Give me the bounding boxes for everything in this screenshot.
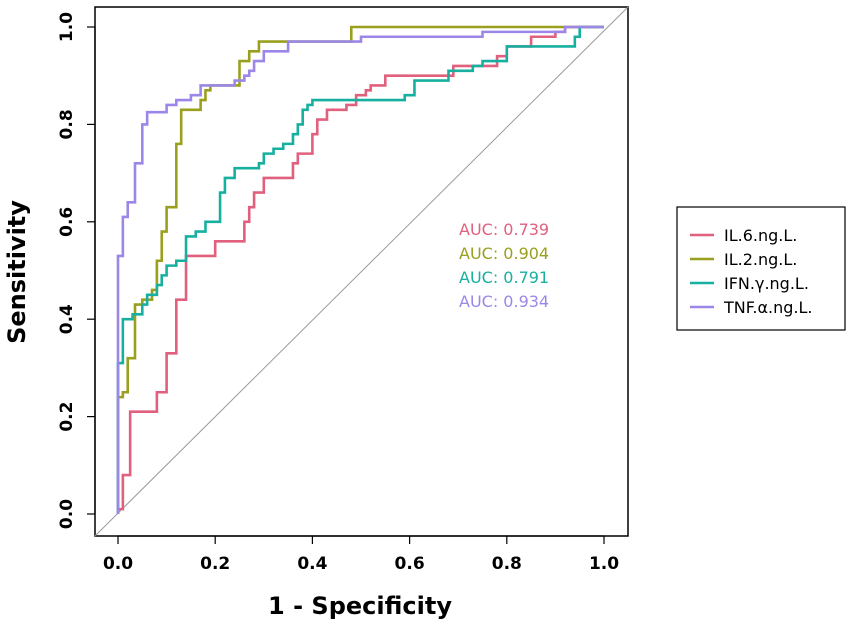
auc-label: AUC: 0.934	[459, 292, 549, 311]
legend-label: IL.6.ng.L.	[724, 226, 797, 245]
x-axis: 0.0 0.2 0.4 0.6 0.8 1.0	[103, 535, 619, 574]
x-tick-label: 0.6	[395, 554, 425, 574]
x-tick-label: 1.0	[589, 554, 619, 574]
y-tick-label: 0.4	[57, 304, 77, 334]
y-tick-label: 1.0	[57, 12, 77, 42]
y-tick-label: 0.6	[57, 207, 77, 237]
auc-labels: AUC: 0.739 AUC: 0.904 AUC: 0.791 AUC: 0.934	[459, 220, 549, 311]
x-axis-label: 1 - Specificity	[268, 592, 452, 620]
x-tick-label: 0.2	[200, 554, 230, 574]
y-tick-label: 0.0	[57, 499, 77, 529]
x-tick-label: 0.8	[492, 554, 522, 574]
auc-label: AUC: 0.739	[459, 220, 549, 239]
reference-diagonal	[94, 6, 629, 537]
y-axis-label: Sensitivity	[3, 200, 31, 344]
auc-label: AUC: 0.791	[459, 268, 549, 287]
x-tick-label: 0.0	[103, 554, 133, 574]
roc-curve-2	[116, 25, 604, 514]
roc-curve-3	[116, 25, 604, 514]
legend-label: IL.2.ng.L.	[724, 250, 797, 269]
y-tick-label: 0.8	[57, 109, 77, 139]
y-axis: 0.0 0.2 0.4 0.6 0.8 1.0	[57, 12, 96, 529]
legend-box	[676, 206, 846, 331]
roc-curves	[94, 6, 629, 537]
y-tick-label: 0.2	[57, 402, 77, 432]
legend: IL.6.ng.L. IL.2.ng.L. IFN.γ.ng.L. TNF.α.ng.…	[676, 206, 846, 331]
x-tick-label: 0.4	[297, 554, 327, 574]
auc-label: AUC: 0.904	[459, 244, 549, 263]
roc-curve-1	[116, 25, 604, 514]
legend-label: IFN.γ.ng.L.	[724, 274, 809, 293]
legend-label: TNF.α.ng.L.	[723, 298, 812, 317]
